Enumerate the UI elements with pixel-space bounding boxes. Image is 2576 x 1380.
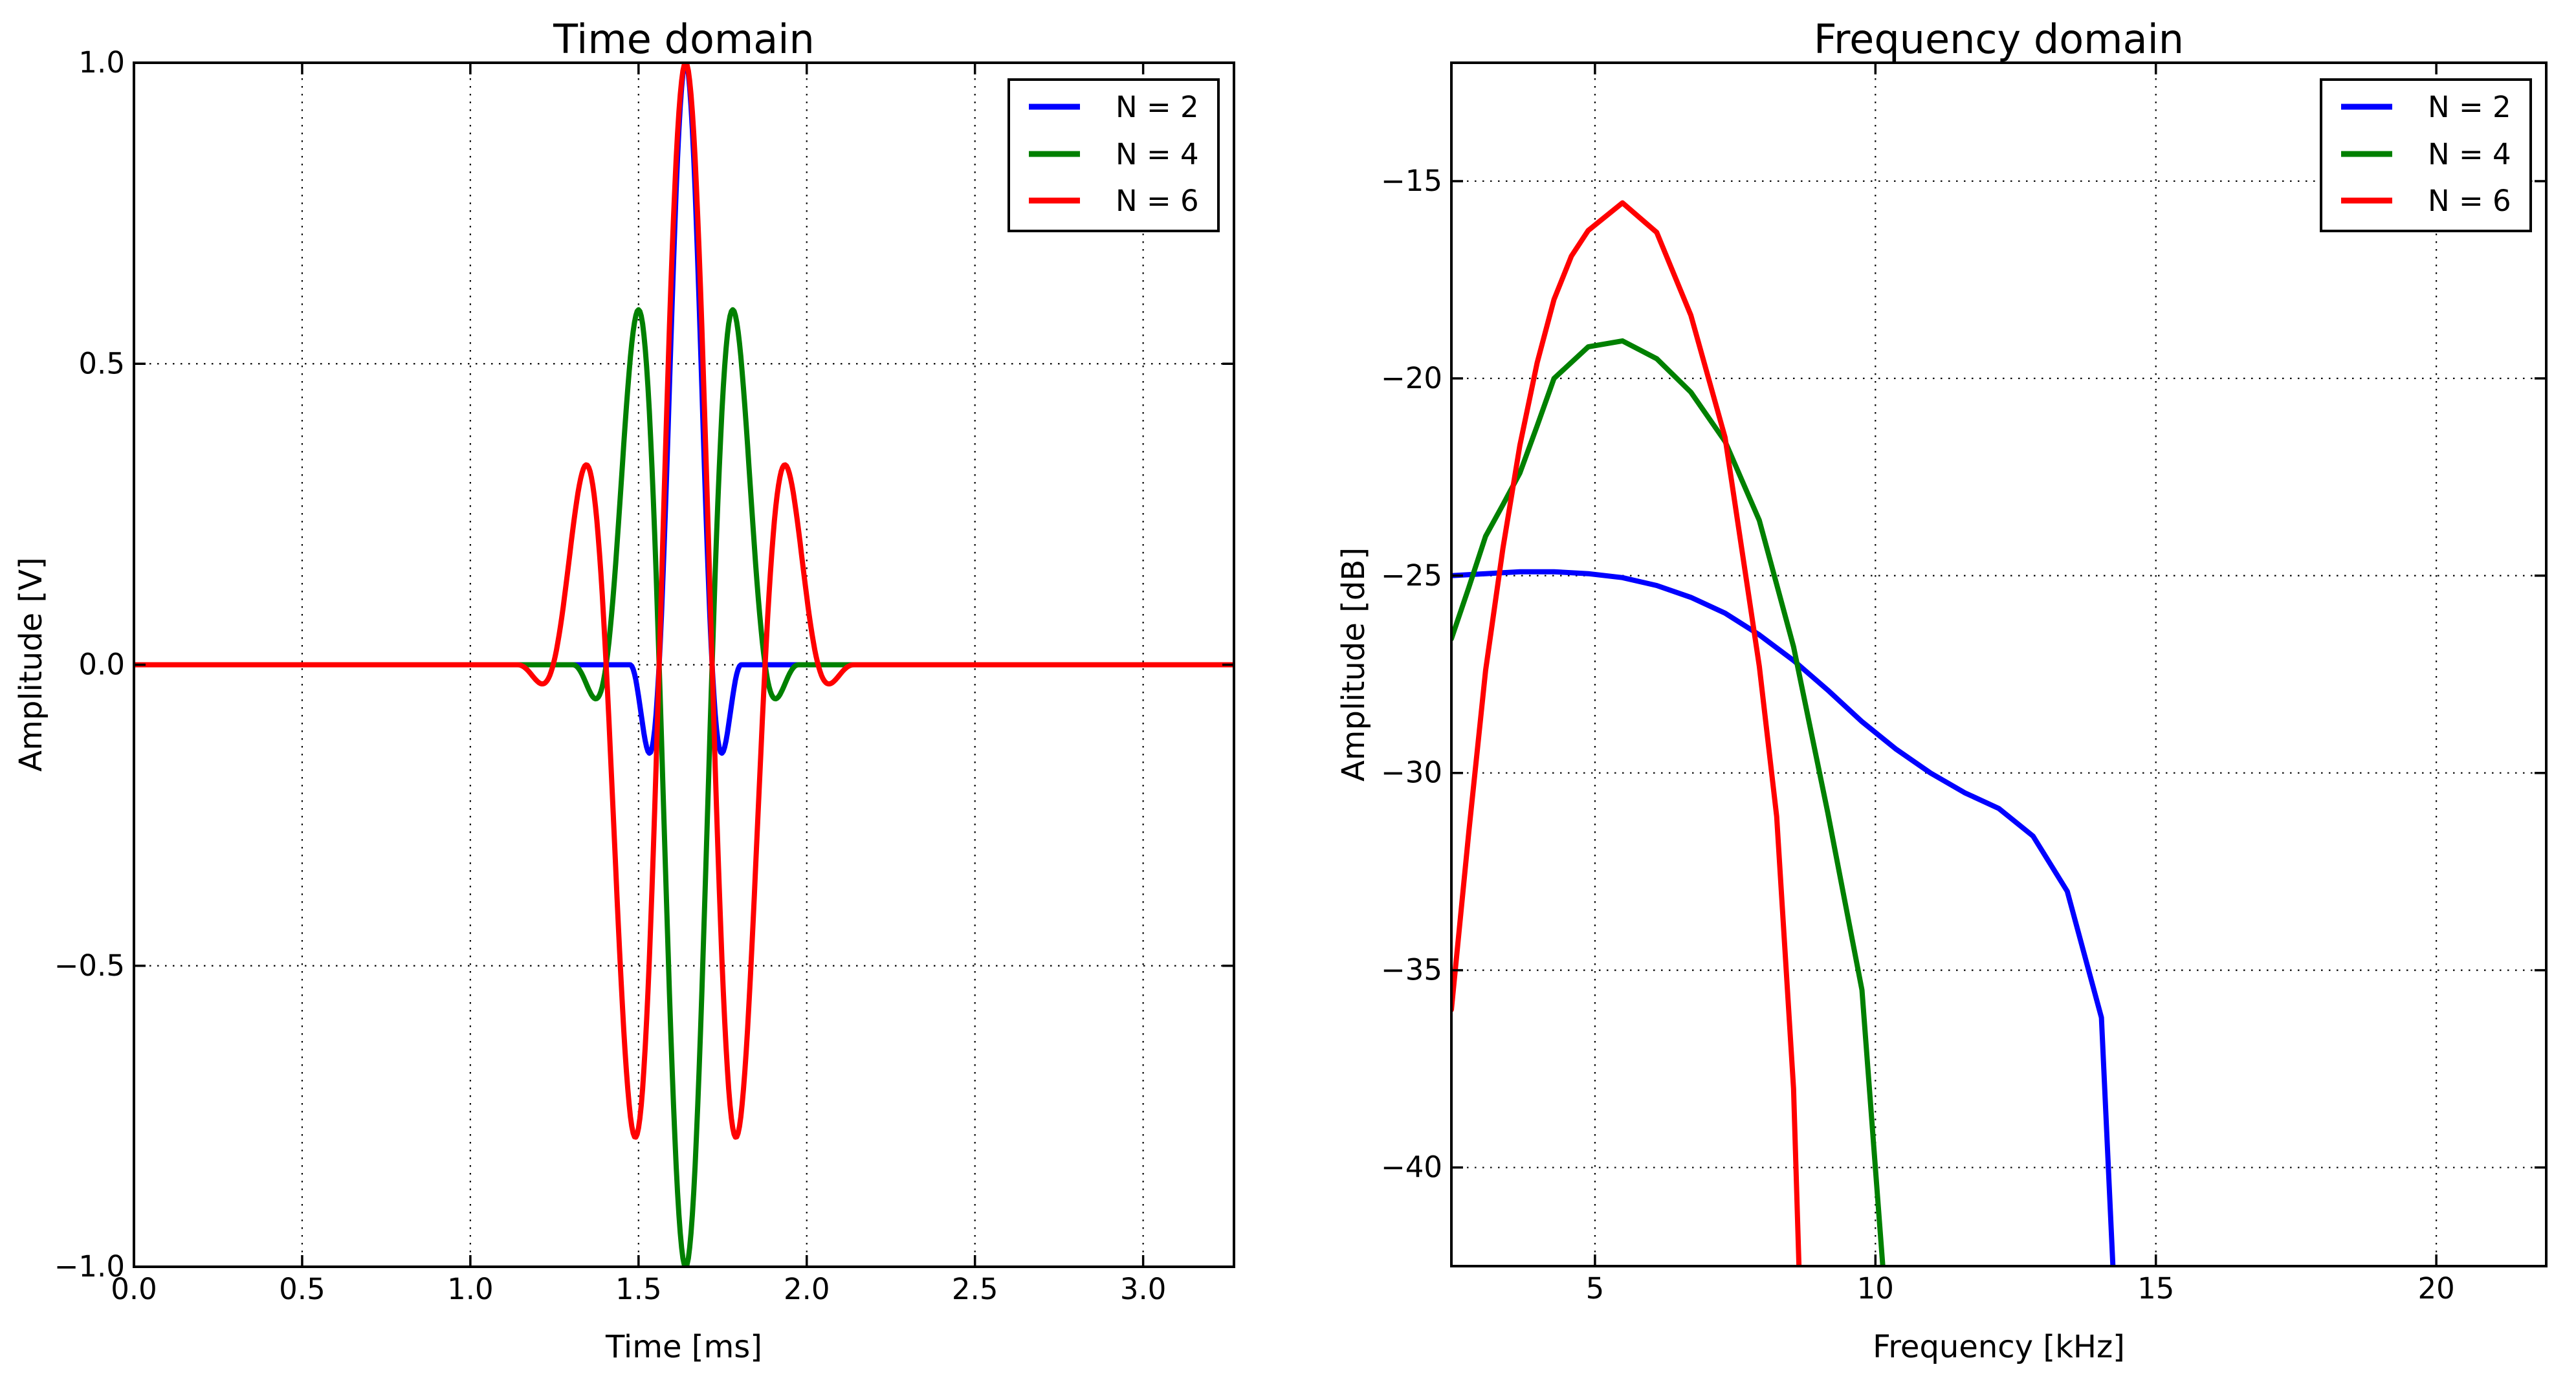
y-tick-label: −25 [1381, 558, 1442, 593]
x-tick-label: 10 [1857, 1271, 1894, 1306]
y-tick-label: −40 [1381, 1150, 1442, 1185]
y-tick-label: 0.0 [78, 648, 125, 682]
frequency-y-axis-label: Amplitude [dB] [1336, 547, 1372, 782]
curve-n=4 [134, 307, 1234, 1267]
time-domain-title: Time domain [553, 16, 815, 63]
curve-n=6 [1451, 200, 1802, 1266]
curves [1451, 200, 2116, 1266]
y-tick-label: 1.0 [78, 45, 125, 80]
curve-n=4 [1451, 338, 1886, 1266]
frequency-domain-title: Frequency domain [1814, 16, 2184, 63]
curve-n=6 [134, 63, 1234, 1140]
y-tick-label: −20 [1381, 361, 1442, 395]
y-tick-label: −30 [1381, 756, 1442, 790]
legend: N = 2 N = 4 N = 6 [1007, 78, 1220, 232]
time-domain-panel: 0.0 0.5 1.0 1.5 2.0 2.5 3.0 1.0 0.5 0.0 −0.5 −1.0 N … [54, 45, 1235, 1306]
frequency-domain-panel: 5 10 15 20 −15 −20 −25 −30 −35 −40 N = 2 N = 4 N = 6 [1381, 61, 2548, 1306]
tick-marks [1451, 63, 2546, 1266]
x-tick-label: 2.0 [784, 1272, 830, 1306]
tick-labels: 5 10 15 20 −15 −20 −25 −30 −35 −40 [1381, 164, 2455, 1306]
time-x-axis-label: Time [ms] [605, 1329, 762, 1365]
tick-labels: 0.0 0.5 1.0 1.5 2.0 2.5 3.0 1.0 0.5 0.0 −0.5 −1.0 [54, 45, 1167, 1306]
x-tick-label: 0.0 [111, 1272, 157, 1306]
y-tick-label: −35 [1381, 953, 1442, 987]
legend-label: N = 6 [1116, 184, 1199, 218]
x-tick-label: 1.5 [615, 1272, 662, 1306]
x-tick-label: 3.0 [1120, 1272, 1167, 1306]
tick-marks [133, 61, 1234, 1268]
x-tick-label: 2.5 [952, 1272, 998, 1306]
y-tick-label: −15 [1381, 164, 1442, 198]
axes-spines [1450, 61, 2548, 1267]
legend-label: N = 6 [2428, 184, 2511, 218]
frequency-x-axis-label: Frequency [kHz] [1873, 1329, 2125, 1365]
y-tick-label: −0.5 [54, 948, 125, 983]
legend-label: N = 2 [1116, 90, 1199, 124]
x-tick-label: 1.0 [447, 1272, 494, 1306]
curves [134, 63, 1234, 1267]
y-tick-label: −1.0 [54, 1249, 125, 1284]
gridlines [1451, 63, 2546, 1266]
time-y-axis-label: Amplitude [V] [13, 557, 49, 772]
x-tick-label: 5 [1586, 1271, 1605, 1306]
legend-label: N = 4 [1116, 137, 1199, 171]
legend: N = 2 N = 4 N = 6 [2320, 78, 2532, 232]
y-tick-label: 0.5 [78, 346, 125, 380]
legend-label: N = 2 [2428, 90, 2511, 124]
x-tick-label: 15 [2137, 1271, 2174, 1306]
x-tick-label: 0.5 [279, 1272, 325, 1306]
legend-label: N = 4 [2428, 137, 2511, 171]
x-tick-label: 20 [2417, 1271, 2454, 1306]
curve-n=2 [1451, 569, 2116, 1266]
